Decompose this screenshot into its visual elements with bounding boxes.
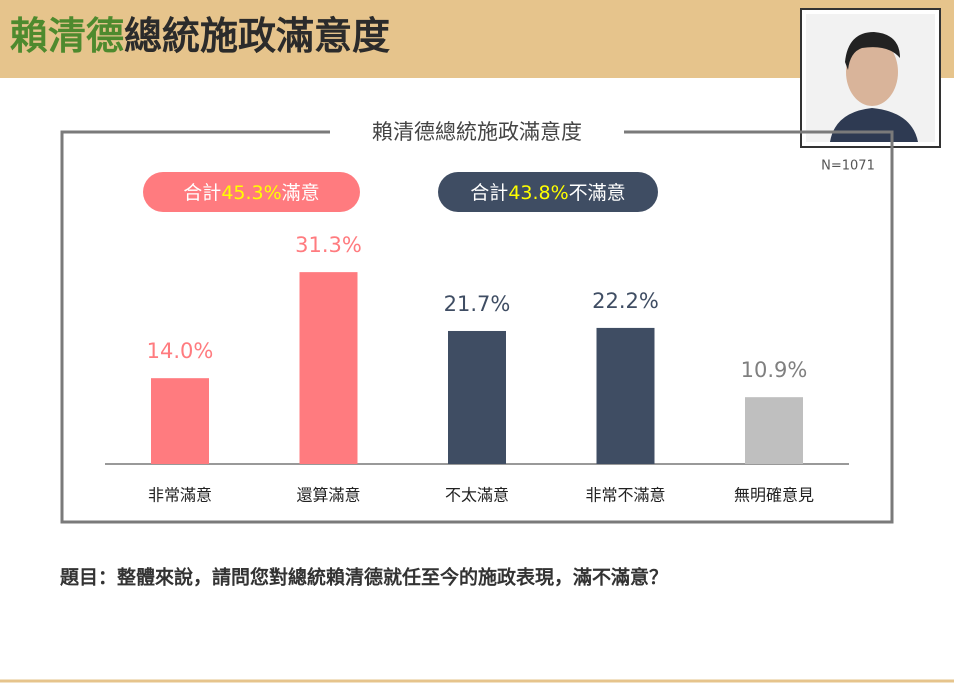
- portrait: [800, 8, 941, 148]
- summary-value: 45.3%: [221, 182, 281, 204]
- header-band: [0, 0, 954, 78]
- summary-text: 合計43.8%不滿意: [470, 182, 625, 204]
- value-label: 22.2%: [592, 289, 659, 313]
- x-tick-label: 非常不滿意: [585, 486, 665, 505]
- summary-prefix: 合計: [183, 182, 221, 204]
- summary-text: 合計45.3%滿意: [183, 182, 319, 204]
- x-tick-label: 還算滿意: [296, 486, 360, 505]
- bar: [151, 378, 209, 464]
- value-label: 31.3%: [295, 233, 362, 257]
- summary-badge: [143, 172, 360, 212]
- summary-prefix: 合計: [470, 182, 508, 204]
- bar: [448, 330, 506, 464]
- summary-value: 43.8%: [508, 182, 568, 204]
- value-label: 10.9%: [741, 358, 808, 382]
- bar: [745, 397, 803, 464]
- summary-suffix: 不滿意: [569, 182, 626, 204]
- x-tick-label: 不太滿意: [445, 486, 509, 505]
- value-label: 14.0%: [147, 339, 214, 363]
- bar: [596, 327, 655, 464]
- x-tick-label: 非常滿意: [148, 486, 212, 505]
- summary-suffix: 滿意: [282, 182, 320, 204]
- header-title: 賴清德總統施政滿意度: [10, 14, 390, 58]
- chart-title: 賴清德總統施政滿意度: [372, 120, 582, 144]
- bar: [299, 272, 358, 464]
- header-title-rest: 總統施政滿意度: [124, 14, 390, 58]
- sample-size: N=1071: [821, 159, 875, 174]
- x-tick-label: 無明確意見: [734, 486, 814, 505]
- header-title-name: 賴清德: [10, 14, 124, 58]
- value-label: 21.7%: [444, 292, 511, 316]
- summary-badge: [438, 172, 658, 212]
- chart-title-bg: [330, 118, 624, 146]
- question: 題目：整體來說，請問您對總統賴清德就任至今的施政表現，滿不滿意？: [60, 566, 668, 589]
